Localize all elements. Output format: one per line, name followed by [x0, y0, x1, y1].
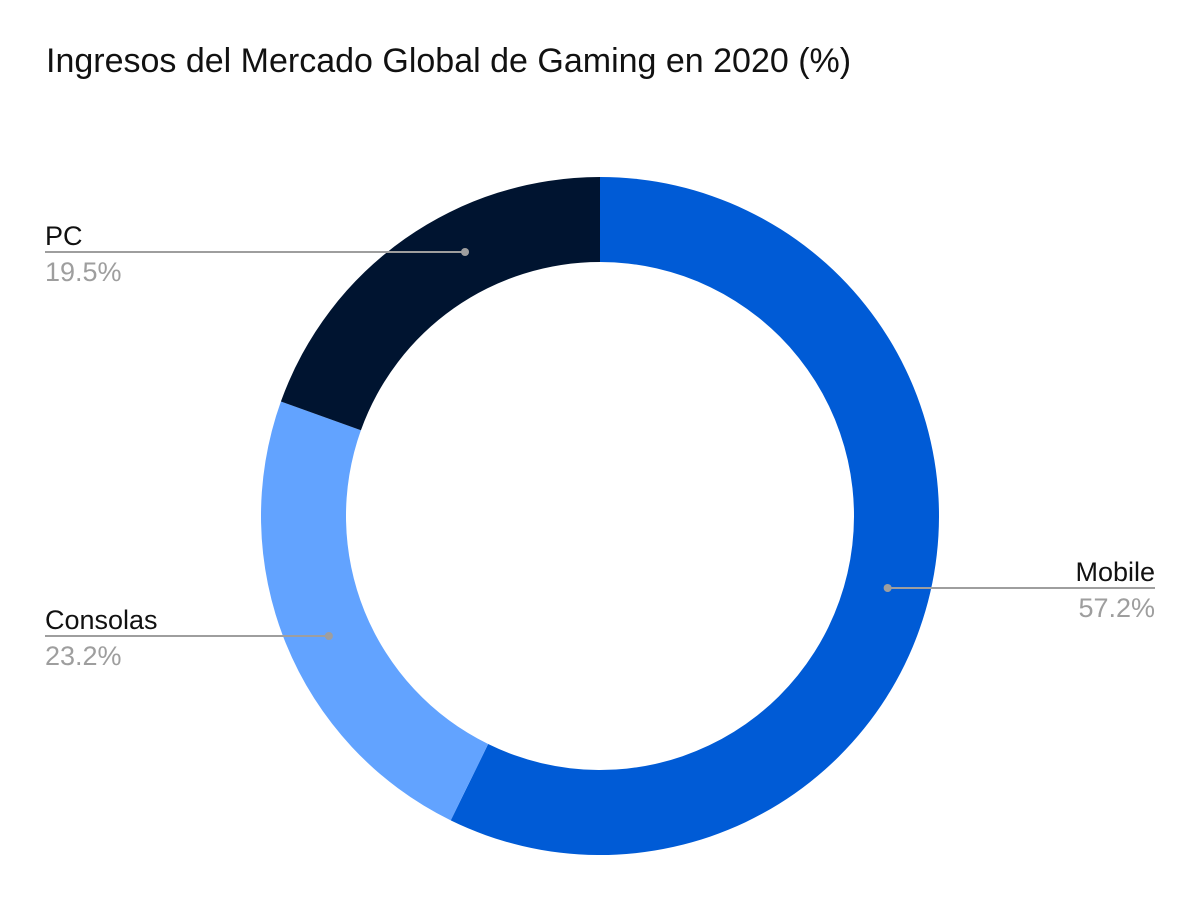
slice-pc — [280, 177, 600, 431]
chart-title: Ingresos del Mercado Global de Gaming en… — [46, 42, 852, 80]
slice-value-mobile: 57.2% — [1078, 593, 1155, 623]
slice-mobile — [450, 177, 939, 855]
slice-consolas — [261, 401, 489, 821]
slice-label-pc: PC — [45, 221, 83, 251]
leader-dot-consolas — [324, 632, 333, 640]
leader-dot-mobile — [883, 584, 892, 592]
slice-value-pc: 19.5% — [45, 257, 122, 287]
slice-label-mobile: Mobile — [1075, 557, 1155, 587]
leader-dot-pc — [461, 248, 470, 256]
slice-label-consolas: Consolas — [45, 605, 158, 635]
slice-value-consolas: 23.2% — [45, 641, 122, 671]
